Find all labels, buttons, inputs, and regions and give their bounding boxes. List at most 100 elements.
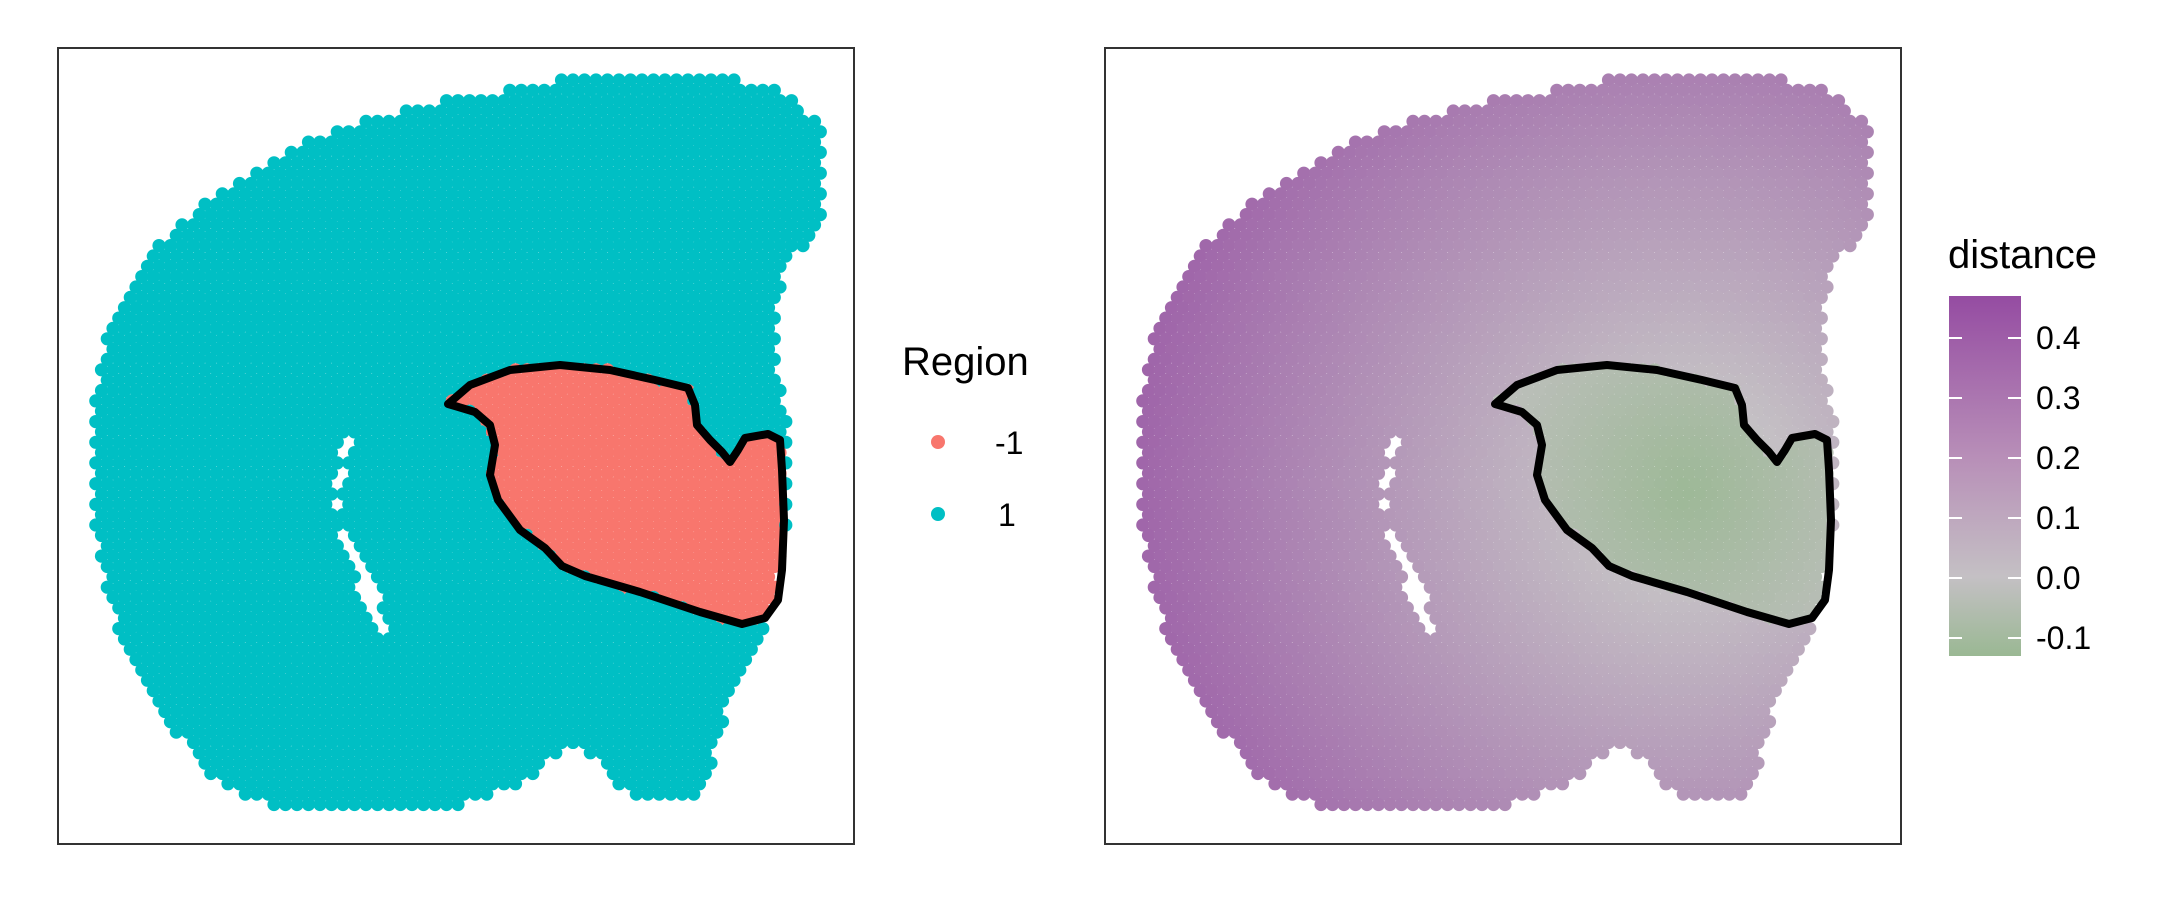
spot-region-1 <box>192 746 206 760</box>
spot-region-1 <box>514 725 528 739</box>
spot-region-1 <box>359 446 373 460</box>
spot-region-minus1 <box>526 435 540 449</box>
spot-region-1 <box>468 270 482 284</box>
spot-region-minus1 <box>618 477 632 491</box>
spot-region-1 <box>652 663 666 677</box>
spot-region-1 <box>347 176 362 191</box>
spot-region-1 <box>129 528 143 543</box>
spot-region-1 <box>405 549 419 563</box>
spot-region-1 <box>393 715 408 729</box>
spot-region-1 <box>635 73 649 87</box>
spot-region-1 <box>388 477 402 491</box>
spot-region-1 <box>393 114 408 128</box>
spot-region-1 <box>681 239 695 253</box>
spot-region-1 <box>658 611 672 625</box>
spot-region-1 <box>457 539 471 553</box>
spot-region-1 <box>146 559 160 574</box>
spot-region-minus1 <box>566 404 580 418</box>
spot-region-1 <box>209 342 224 356</box>
spot-region-1 <box>227 622 241 636</box>
spot-region-1 <box>503 125 517 139</box>
spot-region-minus1 <box>577 404 592 418</box>
spot-region-1 <box>129 404 143 418</box>
spot-region-1 <box>554 611 569 625</box>
spot-region-1 <box>508 239 523 253</box>
spot-region-1 <box>353 311 367 325</box>
spot-region-1 <box>411 394 425 408</box>
spot-region-1 <box>370 777 385 791</box>
spot-region-minus1 <box>756 559 770 574</box>
spot-region-1 <box>491 539 505 553</box>
spot-region-minus1 <box>761 466 776 480</box>
spot-region-1 <box>508 777 523 791</box>
spot-region-1 <box>411 290 425 304</box>
spot-region-1 <box>376 332 390 346</box>
spot-region-1 <box>537 622 551 636</box>
spot-region-1 <box>422 187 436 201</box>
spot-region-1 <box>503 83 517 97</box>
spot-region-1 <box>376 663 390 677</box>
spot-region-1 <box>393 466 408 480</box>
spot-region-1 <box>595 601 609 615</box>
spot-region-1 <box>290 673 304 687</box>
spot-region-1 <box>296 642 310 656</box>
spot-region-1 <box>796 114 810 128</box>
spot-region-1 <box>267 259 281 273</box>
spot-region-1 <box>560 642 574 656</box>
spot-region-minus1 <box>589 383 603 398</box>
spot-region-1 <box>664 725 678 739</box>
spot-region-1 <box>468 187 482 201</box>
spot-region-1 <box>531 673 546 687</box>
spot-region-1 <box>560 601 574 615</box>
spot-region-1 <box>261 539 275 553</box>
spot-region-minus1 <box>687 477 701 491</box>
spot-region-1 <box>422 166 436 180</box>
spot-region-1 <box>480 766 494 781</box>
spot-region-minus1 <box>503 435 517 449</box>
spot-region-1 <box>112 580 126 594</box>
spot-region-1 <box>250 766 264 781</box>
spot-region-1 <box>284 766 298 781</box>
spot-region-1 <box>675 746 689 760</box>
spot-region-minus1 <box>503 394 517 408</box>
spot-region-1 <box>422 311 436 325</box>
spot-region-1 <box>273 373 287 387</box>
spot-region-1 <box>359 383 373 398</box>
spot-region-1 <box>301 383 316 398</box>
spot-region-1 <box>698 725 712 739</box>
spot-region-1 <box>618 166 632 180</box>
spot-region-1 <box>209 570 224 584</box>
spot-region-minus1 <box>577 425 592 439</box>
spot-region-1 <box>756 373 770 387</box>
spot-region-1 <box>209 239 224 253</box>
spot-region-1 <box>704 114 718 128</box>
spot-region-1 <box>353 746 367 760</box>
spot-region-1 <box>278 735 293 750</box>
spot-region-1 <box>319 725 333 739</box>
spot-region-1 <box>480 249 494 263</box>
spot-region-1 <box>583 145 597 159</box>
spot-region-1 <box>238 311 252 325</box>
spot-region-1 <box>589 715 603 729</box>
spot-region-1 <box>497 301 511 315</box>
spot-region-1 <box>376 580 390 594</box>
spot-region-minus1 <box>687 497 701 511</box>
spot-region-1 <box>756 270 770 284</box>
spot-region-1 <box>152 508 166 522</box>
spot-region-1 <box>112 352 126 366</box>
spot-region-1 <box>267 176 281 191</box>
spot-region-minus1 <box>554 383 569 398</box>
spot-region-1 <box>560 83 574 97</box>
spot-distance <box>1751 73 1765 87</box>
spot-region-minus1 <box>560 394 574 408</box>
spot-region-1 <box>439 756 454 770</box>
spot-region-1 <box>549 704 563 719</box>
spot-region-1 <box>462 632 477 646</box>
spot-region-1 <box>589 280 603 294</box>
spot-region-1 <box>485 528 500 543</box>
spot-region-1 <box>342 559 356 574</box>
spot-region-1 <box>330 704 344 719</box>
spot-region-1 <box>445 622 459 636</box>
spot-region-1 <box>330 684 344 698</box>
spot-region-1 <box>612 715 626 729</box>
